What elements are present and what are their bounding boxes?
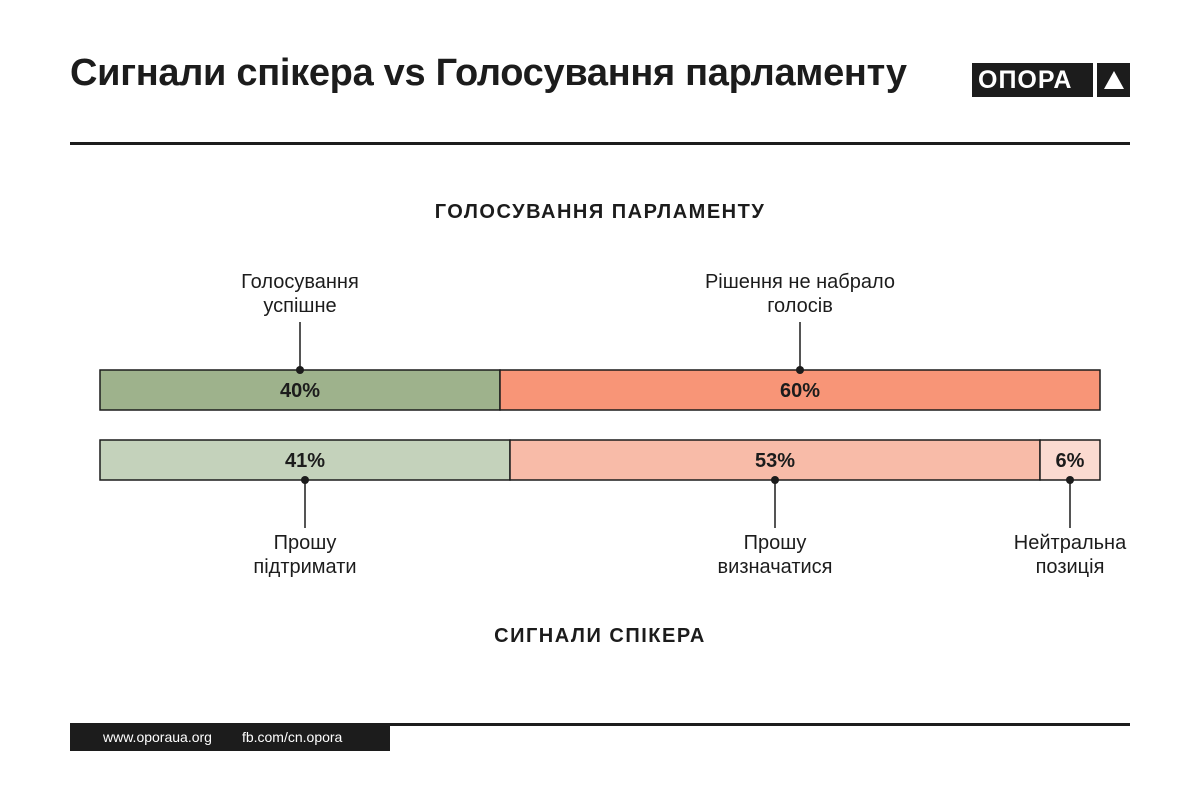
bottom-divider	[70, 723, 1130, 726]
footer-bar: www.oporaua.org fb.com/cn.opora	[70, 723, 390, 751]
bar-1-value-label-2: 60%	[780, 380, 820, 402]
bar-1-category-label-2-line-1: Рішення не набрало	[705, 271, 895, 293]
bar-2-value-label-3: 6%	[1056, 450, 1085, 472]
top-divider	[70, 142, 1130, 145]
bar-2-segment-1	[99, 439, 511, 481]
bar-1-value-label-1: 40%	[280, 380, 320, 402]
bar-2-leader-dot-1	[301, 476, 309, 484]
bar-2-category-label-3-line-2: позиція	[1036, 556, 1105, 578]
speaker-signals-heading: СИГНАЛИ СПІКЕРА	[494, 625, 706, 647]
bar-2-leader-dot-2	[771, 476, 779, 484]
bar-2-leader-dot-3	[1066, 476, 1074, 484]
bar-2-category-label-1-line-1: Прошу	[274, 532, 337, 554]
page-title: Сигнали спікера vs Голосування парламент…	[70, 52, 907, 94]
bar-2-value-label-2: 53%	[755, 450, 795, 472]
parliament-votes-heading: ГОЛОСУВАННЯ ПАРЛАМЕНТУ	[434, 201, 766, 223]
footer-facebook-link[interactable]: fb.com/cn.opora	[241, 729, 343, 745]
logo-separator	[1093, 63, 1097, 97]
bar-1-leader-dot-2	[796, 366, 804, 374]
bar-2-category-label-1-line-2: підтримати	[253, 556, 356, 578]
bar-2-category-label-3-line-1: Нейтральна	[1014, 532, 1127, 554]
footer-website-link[interactable]: www.oporaua.org	[103, 729, 212, 745]
bar-2-segment-2	[509, 439, 1041, 481]
bar-2-value-label-1: 41%	[285, 450, 325, 472]
bar-2-category-label-2-line-1: Прошу	[744, 532, 807, 554]
bar-2-category-label-2-line-2: визначатися	[718, 556, 833, 578]
opora-logo: ОПОРА	[972, 63, 1130, 97]
bar-1-segment-1	[99, 369, 501, 411]
bar-1-category-label-1-line-1: Голосування	[241, 271, 359, 293]
bar-1-leader-dot-1	[296, 366, 304, 374]
triangle-up-icon	[1097, 63, 1130, 97]
bar-1-category-label-2-line-2: голосів	[767, 295, 833, 317]
logo-text: ОПОРА	[978, 65, 1073, 94]
bar-1-category-label-1-line-2: успішне	[263, 295, 336, 317]
